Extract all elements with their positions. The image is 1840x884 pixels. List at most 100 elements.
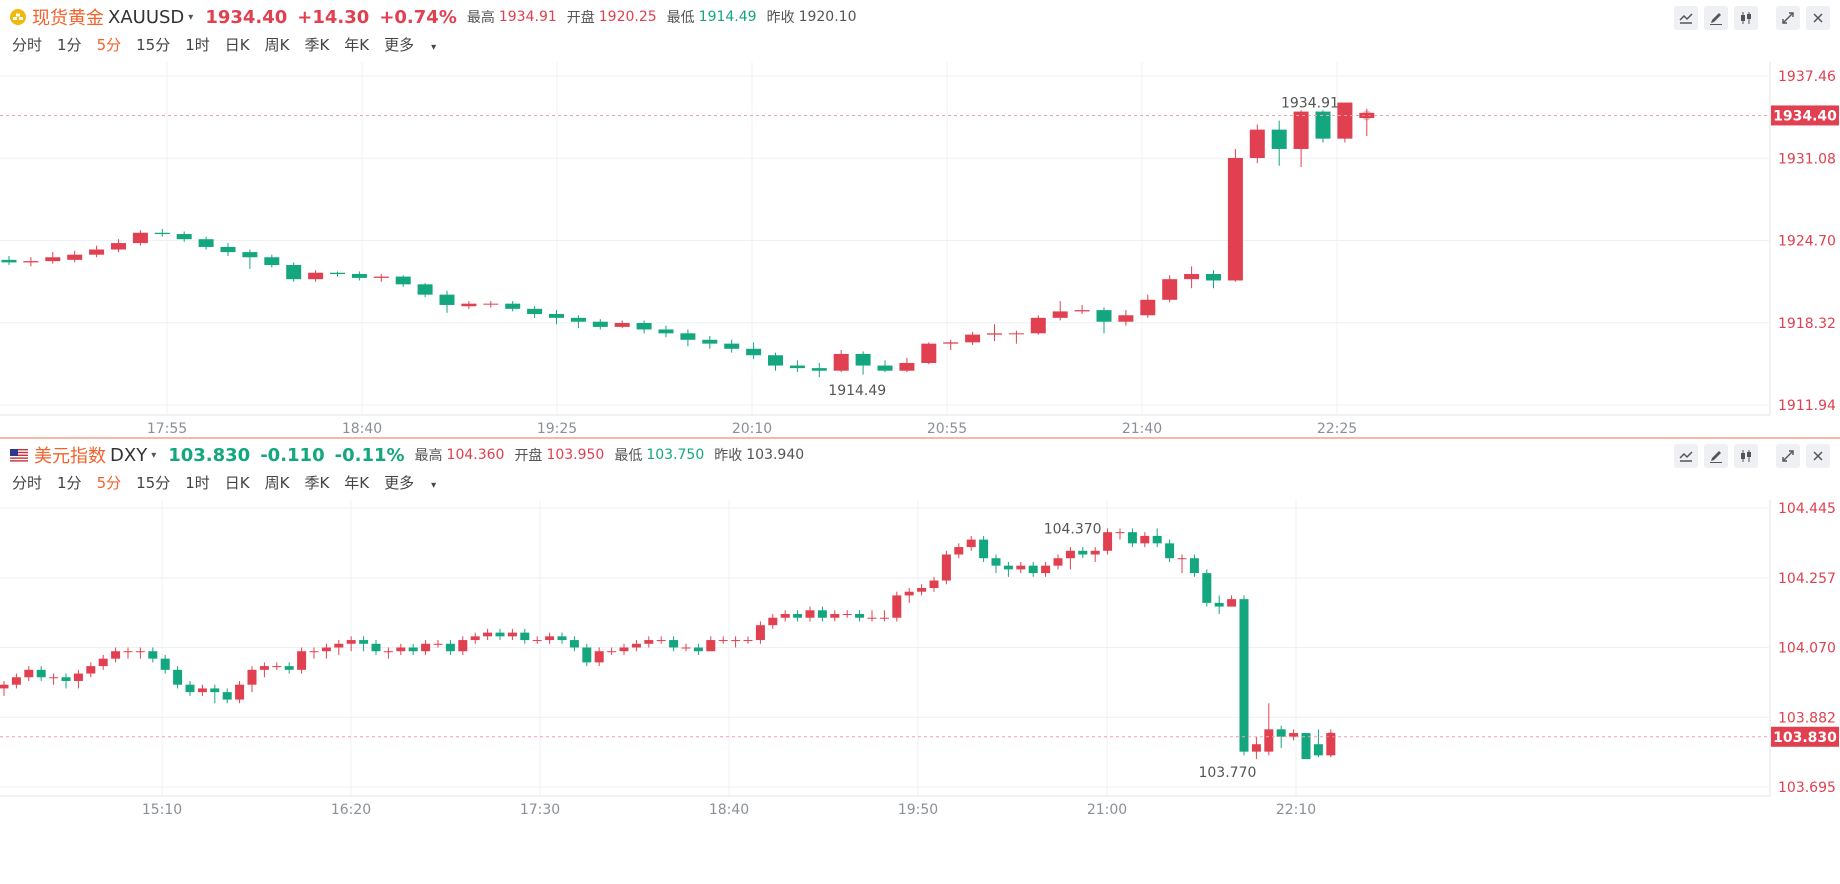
tab-period-active[interactable]: 5分 <box>96 474 122 492</box>
line-chart-icon[interactable] <box>1674 444 1698 468</box>
live-pulse-dot <box>1361 110 1372 121</box>
candle-body <box>855 614 865 618</box>
line-chart-icon[interactable] <box>1674 6 1698 30</box>
candle-body <box>334 643 344 648</box>
dxy-candlestick-chart[interactable]: 104.445 104.257 104.070 103.882 103.695 15:10… <box>0 500 1840 884</box>
gold-coin-icon <box>10 9 26 25</box>
tab-period[interactable]: 季K <box>304 474 330 492</box>
more-label: 更多 <box>384 474 415 492</box>
high-label: 最高 <box>414 448 443 464</box>
x-tick-label: 19:50 <box>898 802 938 818</box>
candle-body <box>724 343 740 349</box>
candlestick-type-icon[interactable] <box>1734 444 1758 468</box>
y-tick-label: 104.070 <box>1778 641 1836 657</box>
candle-body <box>569 640 579 648</box>
candle-body <box>1041 565 1051 574</box>
candle-body <box>532 640 542 642</box>
candle-body <box>1140 535 1150 544</box>
tab-period[interactable]: 1分 <box>57 36 82 54</box>
y-tick-label: 1937.46 <box>1778 69 1836 85</box>
tab-period[interactable]: 日K <box>224 36 250 54</box>
symbol-dropdown-icon[interactable]: ▾ <box>151 449 157 461</box>
candle-body <box>718 640 728 642</box>
tab-period[interactable]: 季K <box>304 36 330 54</box>
x-tick-label: 18:40 <box>342 421 382 437</box>
candle-body <box>284 666 294 670</box>
candle-body <box>23 261 39 263</box>
last-price: 103.830 <box>168 444 251 466</box>
candlestick-type-icon[interactable] <box>1734 6 1758 30</box>
tab-period[interactable]: 15分 <box>136 36 171 54</box>
tab-period-active[interactable]: 5分 <box>96 36 122 54</box>
candle-body <box>545 636 555 641</box>
candle-body <box>1239 599 1249 752</box>
tab-period[interactable]: 1时 <box>185 474 210 492</box>
candle-body <box>148 651 158 659</box>
candle-body <box>135 651 145 653</box>
candle-body <box>921 343 937 363</box>
tab-more[interactable]: 更多 ▾ <box>384 34 436 55</box>
expand-icon[interactable] <box>1776 444 1800 468</box>
tab-period[interactable]: 分时 <box>12 36 43 54</box>
current-price-tag <box>1771 105 1839 126</box>
tab-period[interactable]: 年K <box>344 474 370 492</box>
instrument-symbol[interactable]: XAUUSD <box>108 6 185 28</box>
candle-body <box>644 640 654 644</box>
candle-body <box>811 368 827 371</box>
price-change: +14.30 <box>297 6 370 28</box>
close-icon[interactable] <box>1806 444 1830 468</box>
instrument-name[interactable]: 美元指数 <box>34 446 106 467</box>
candle-body <box>308 272 324 280</box>
close-icon[interactable] <box>1806 6 1830 30</box>
candle-body <box>351 274 367 278</box>
candle-body <box>1227 599 1237 607</box>
candle-body <box>67 254 83 260</box>
candle-body <box>842 614 852 616</box>
xau-candlestick-chart[interactable]: 1937.46 1931.08 1924.70 1918.32 1911.94 17:55… <box>0 62 1840 438</box>
tab-period[interactable]: 年K <box>344 36 370 54</box>
candle-body <box>1326 733 1336 756</box>
tab-period[interactable]: 分时 <box>12 474 43 492</box>
dxy-panel: 美元指数 DXY ▾ 103.830 -0.110 -0.11% 最高 104.… <box>0 438 1840 884</box>
tab-period[interactable]: 周K <box>264 474 290 492</box>
instrument-name[interactable]: 现货黄金 <box>32 8 104 29</box>
candle-body <box>439 294 455 305</box>
y-tick-label: 1924.70 <box>1778 234 1836 250</box>
y-tick-label: 103.882 <box>1778 710 1836 726</box>
tab-more[interactable]: 更多 ▾ <box>384 472 436 493</box>
candle-body <box>98 658 108 667</box>
tab-period[interactable]: 15分 <box>136 474 171 492</box>
candle-body <box>210 688 220 693</box>
candle-body <box>855 353 871 366</box>
candle-body <box>702 339 718 344</box>
x-tick-label: 20:55 <box>927 421 967 437</box>
pencil-draw-icon[interactable] <box>1704 444 1728 468</box>
x-tick-label: 18:40 <box>709 802 749 818</box>
low-label: 最低 <box>614 448 643 464</box>
xau-panel: 现货黄金 XAUUSD ▾ 1934.40 +14.30 +0.74% 最高 1… <box>0 0 1840 438</box>
chevron-down-icon: ▾ <box>431 42 437 53</box>
min-price-annotation: 103.770 <box>1198 765 1256 781</box>
tab-period[interactable]: 周K <box>264 36 290 54</box>
candle-body <box>421 643 431 652</box>
pencil-draw-icon[interactable] <box>1704 6 1728 30</box>
high-value: 1934.91 <box>498 9 557 25</box>
tab-period[interactable]: 1时 <box>185 36 210 54</box>
tab-period[interactable]: 日K <box>224 474 250 492</box>
candle-body <box>1214 602 1224 607</box>
expand-icon[interactable] <box>1776 6 1800 30</box>
symbol-dropdown-icon[interactable]: ▾ <box>188 11 194 23</box>
last-price: 1934.40 <box>205 6 288 28</box>
candle-body <box>879 617 889 619</box>
candle-body <box>132 232 148 244</box>
y-tick-label: 1931.08 <box>1778 151 1836 167</box>
tab-period[interactable]: 1分 <box>57 474 82 492</box>
candle-body <box>0 684 9 689</box>
candle-body <box>805 610 815 618</box>
candle-body <box>1078 550 1088 555</box>
instrument-symbol[interactable]: DXY <box>110 444 148 466</box>
panel-divider[interactable] <box>0 437 1840 439</box>
xau-quote-bar: 现货黄金 XAUUSD ▾ 1934.40 +14.30 +0.74% 最高 1… <box>10 4 866 30</box>
candle-body <box>941 554 951 581</box>
candle-body <box>505 303 521 309</box>
